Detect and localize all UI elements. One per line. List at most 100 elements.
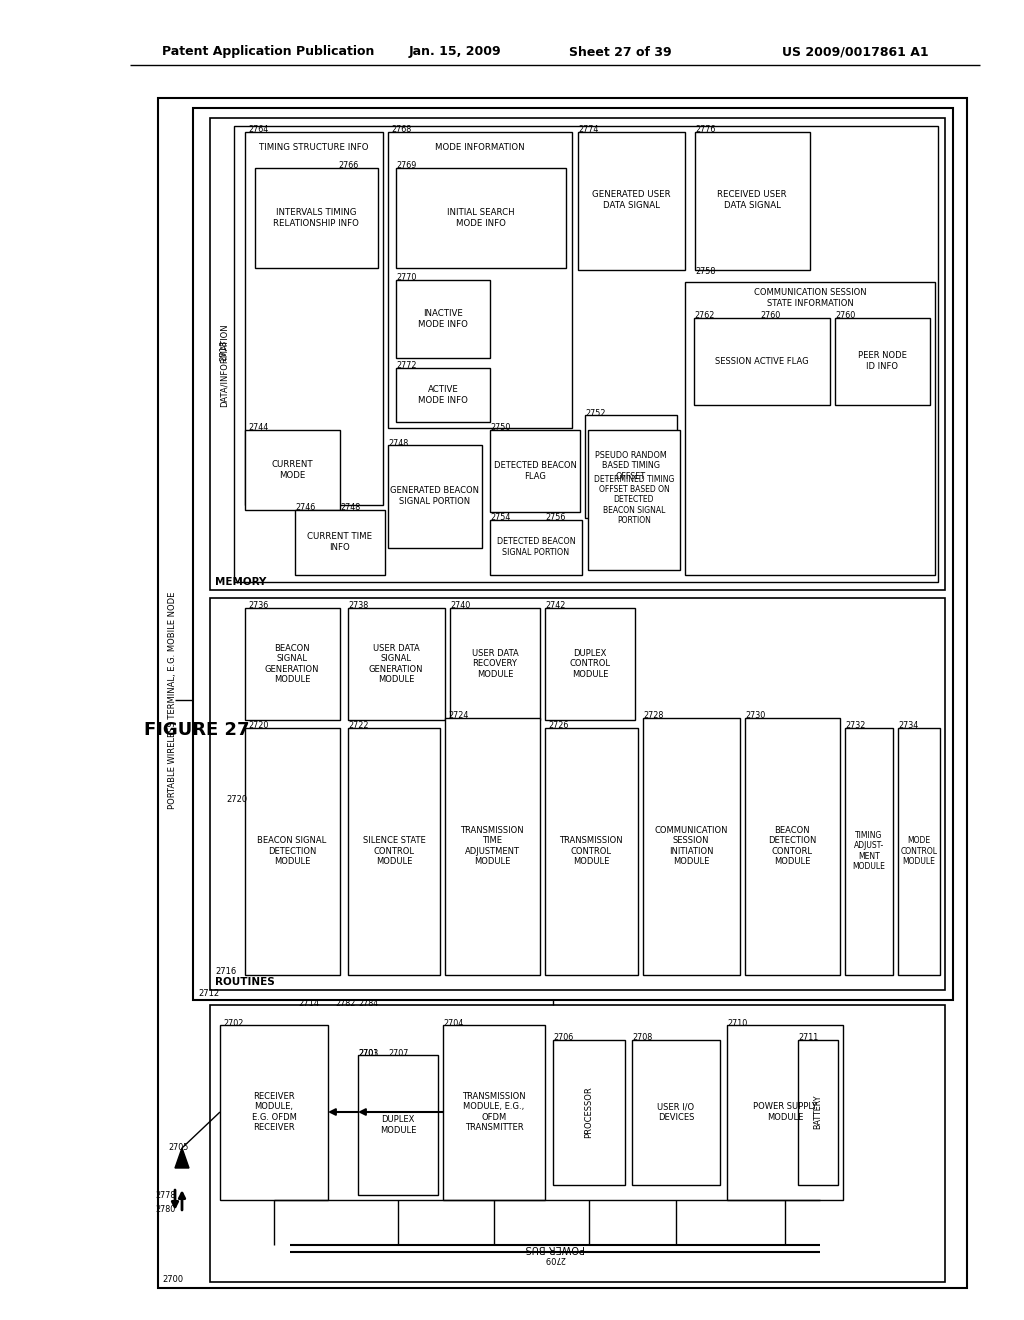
Bar xyxy=(396,280,490,358)
Text: CURRENT
MODE: CURRENT MODE xyxy=(271,461,312,479)
Text: 2778: 2778 xyxy=(155,1191,175,1200)
Bar xyxy=(553,1040,625,1185)
Text: DUPLEX
CONTROL
MODULE: DUPLEX CONTROL MODULE xyxy=(569,649,610,678)
Text: 2702: 2702 xyxy=(223,1019,244,1027)
Text: 2766: 2766 xyxy=(338,161,358,169)
Text: US 2009/0017861 A1: US 2009/0017861 A1 xyxy=(781,45,929,58)
Text: 2716: 2716 xyxy=(215,968,237,977)
Text: 2703: 2703 xyxy=(358,1048,378,1057)
Text: MEMORY: MEMORY xyxy=(215,577,266,587)
Text: USER DATA
RECOVERY
MODULE: USER DATA RECOVERY MODULE xyxy=(472,649,518,678)
Text: MODE INFORMATION: MODE INFORMATION xyxy=(435,143,525,152)
Bar xyxy=(358,1055,438,1195)
Text: 2784: 2784 xyxy=(358,998,378,1007)
Bar xyxy=(745,718,840,975)
Text: 2712: 2712 xyxy=(198,989,219,998)
Bar xyxy=(490,430,580,512)
Bar xyxy=(545,729,638,975)
Text: POWER BUS: POWER BUS xyxy=(525,1243,585,1253)
Bar xyxy=(396,168,566,268)
Text: TIMING
ADJUST-
MENT
MODULE: TIMING ADJUST- MENT MODULE xyxy=(853,830,886,871)
Text: 2707: 2707 xyxy=(388,1048,409,1057)
Text: 2748: 2748 xyxy=(340,503,360,512)
Text: 2704: 2704 xyxy=(443,1019,463,1027)
Bar xyxy=(193,108,953,1001)
Bar xyxy=(898,729,940,975)
Text: 2720: 2720 xyxy=(226,796,247,804)
Text: 2728: 2728 xyxy=(643,711,664,721)
Text: GENERATED USER
DATA SIGNAL: GENERATED USER DATA SIGNAL xyxy=(592,190,671,210)
Text: 2750: 2750 xyxy=(490,424,510,433)
Text: 2720: 2720 xyxy=(248,722,268,730)
Bar xyxy=(255,168,378,268)
Text: 2760: 2760 xyxy=(835,312,855,321)
Bar xyxy=(348,729,440,975)
Text: DETECTED BEACON
FLAG: DETECTED BEACON FLAG xyxy=(494,461,577,480)
Text: 2706: 2706 xyxy=(553,1034,573,1043)
Text: POWER SUPPLY
MODULE: POWER SUPPLY MODULE xyxy=(753,1102,817,1122)
Text: 2744: 2744 xyxy=(248,424,268,433)
Text: SILENCE STATE
CONTROL
MODULE: SILENCE STATE CONTROL MODULE xyxy=(362,836,425,866)
Text: TRANSMISSION
TIME
ADJUSTMENT
MODULE: TRANSMISSION TIME ADJUSTMENT MODULE xyxy=(460,826,524,866)
Text: 2768: 2768 xyxy=(391,125,412,135)
Bar xyxy=(588,430,680,570)
Text: ROUTINES: ROUTINES xyxy=(215,977,274,987)
Text: 2732: 2732 xyxy=(845,722,865,730)
Text: 2714: 2714 xyxy=(298,998,319,1007)
Text: 2752: 2752 xyxy=(585,408,605,417)
Text: 2742: 2742 xyxy=(545,602,565,610)
Bar xyxy=(632,1040,720,1185)
Text: BEACON
DETECTION
CONTORL
MODULE: BEACON DETECTION CONTORL MODULE xyxy=(768,826,816,866)
Text: SESSION ACTIVE FLAG: SESSION ACTIVE FLAG xyxy=(715,356,809,366)
Text: USER I/O
DEVICES: USER I/O DEVICES xyxy=(657,1102,694,1122)
Text: PORTABLE WIRELESS TERMINAL, E.G. MOBILE NODE: PORTABLE WIRELESS TERMINAL, E.G. MOBILE … xyxy=(168,591,176,809)
Text: 2760: 2760 xyxy=(760,312,780,321)
Text: USER DATA
SIGNAL
GENERATION
MODULE: USER DATA SIGNAL GENERATION MODULE xyxy=(369,644,423,684)
Bar xyxy=(443,1026,545,1200)
Text: 2734: 2734 xyxy=(898,722,919,730)
Bar xyxy=(450,609,540,719)
Bar xyxy=(388,132,572,428)
Bar xyxy=(295,510,385,576)
Bar xyxy=(210,598,945,990)
Bar xyxy=(798,1040,838,1185)
Text: 2754: 2754 xyxy=(490,513,510,523)
Text: TIMING STRUCTURE INFO: TIMING STRUCTURE INFO xyxy=(259,143,369,152)
Text: 2710: 2710 xyxy=(727,1019,748,1027)
Text: DETECTED BEACON
SIGNAL PORTION: DETECTED BEACON SIGNAL PORTION xyxy=(497,537,575,557)
Bar xyxy=(490,520,582,576)
Bar xyxy=(220,1026,328,1200)
Text: BATTERY: BATTERY xyxy=(813,1094,822,1129)
Text: 2740: 2740 xyxy=(450,602,470,610)
Text: 2762: 2762 xyxy=(694,312,715,321)
Text: 2770: 2770 xyxy=(396,273,417,282)
Text: BEACON SIGNAL
DETECTION
MODULE: BEACON SIGNAL DETECTION MODULE xyxy=(257,836,327,866)
Bar xyxy=(545,609,635,719)
Bar xyxy=(685,282,935,576)
Bar xyxy=(348,609,445,719)
Bar xyxy=(845,729,893,975)
Bar xyxy=(835,318,930,405)
Text: 2738: 2738 xyxy=(348,602,369,610)
Text: 2764: 2764 xyxy=(248,125,268,135)
Bar xyxy=(245,132,383,506)
Text: 2730: 2730 xyxy=(745,711,765,721)
Bar xyxy=(445,718,540,975)
Text: 2722: 2722 xyxy=(348,722,369,730)
Bar xyxy=(210,117,945,590)
Text: DETERMINED TIMING
OFFSET BASED ON
DETECTED
BEACON SIGNAL
PORTION: DETERMINED TIMING OFFSET BASED ON DETECT… xyxy=(594,475,674,525)
Text: TRANSMISSION
MODULE, E.G.,
OFDM
TRANSMITTER: TRANSMISSION MODULE, E.G., OFDM TRANSMIT… xyxy=(462,1092,525,1133)
Text: TRANSMISSION
CONTROL
MODULE: TRANSMISSION CONTROL MODULE xyxy=(559,836,623,866)
Text: DATA/INFORMATION: DATA/INFORMATION xyxy=(219,323,228,407)
Text: 2700: 2700 xyxy=(162,1275,183,1284)
Text: 2705: 2705 xyxy=(168,1143,188,1151)
Text: INACTIVE
MODE INFO: INACTIVE MODE INFO xyxy=(418,309,468,329)
Bar xyxy=(388,445,482,548)
Text: 2774: 2774 xyxy=(578,125,598,135)
Bar xyxy=(210,1005,945,1282)
Text: 2711: 2711 xyxy=(798,1034,818,1043)
Bar xyxy=(643,718,740,975)
Text: BEACON
SIGNAL
GENERATION
MODULE: BEACON SIGNAL GENERATION MODULE xyxy=(265,644,319,684)
Text: INITIAL SEARCH
MODE INFO: INITIAL SEARCH MODE INFO xyxy=(447,209,515,227)
Polygon shape xyxy=(175,1148,189,1168)
